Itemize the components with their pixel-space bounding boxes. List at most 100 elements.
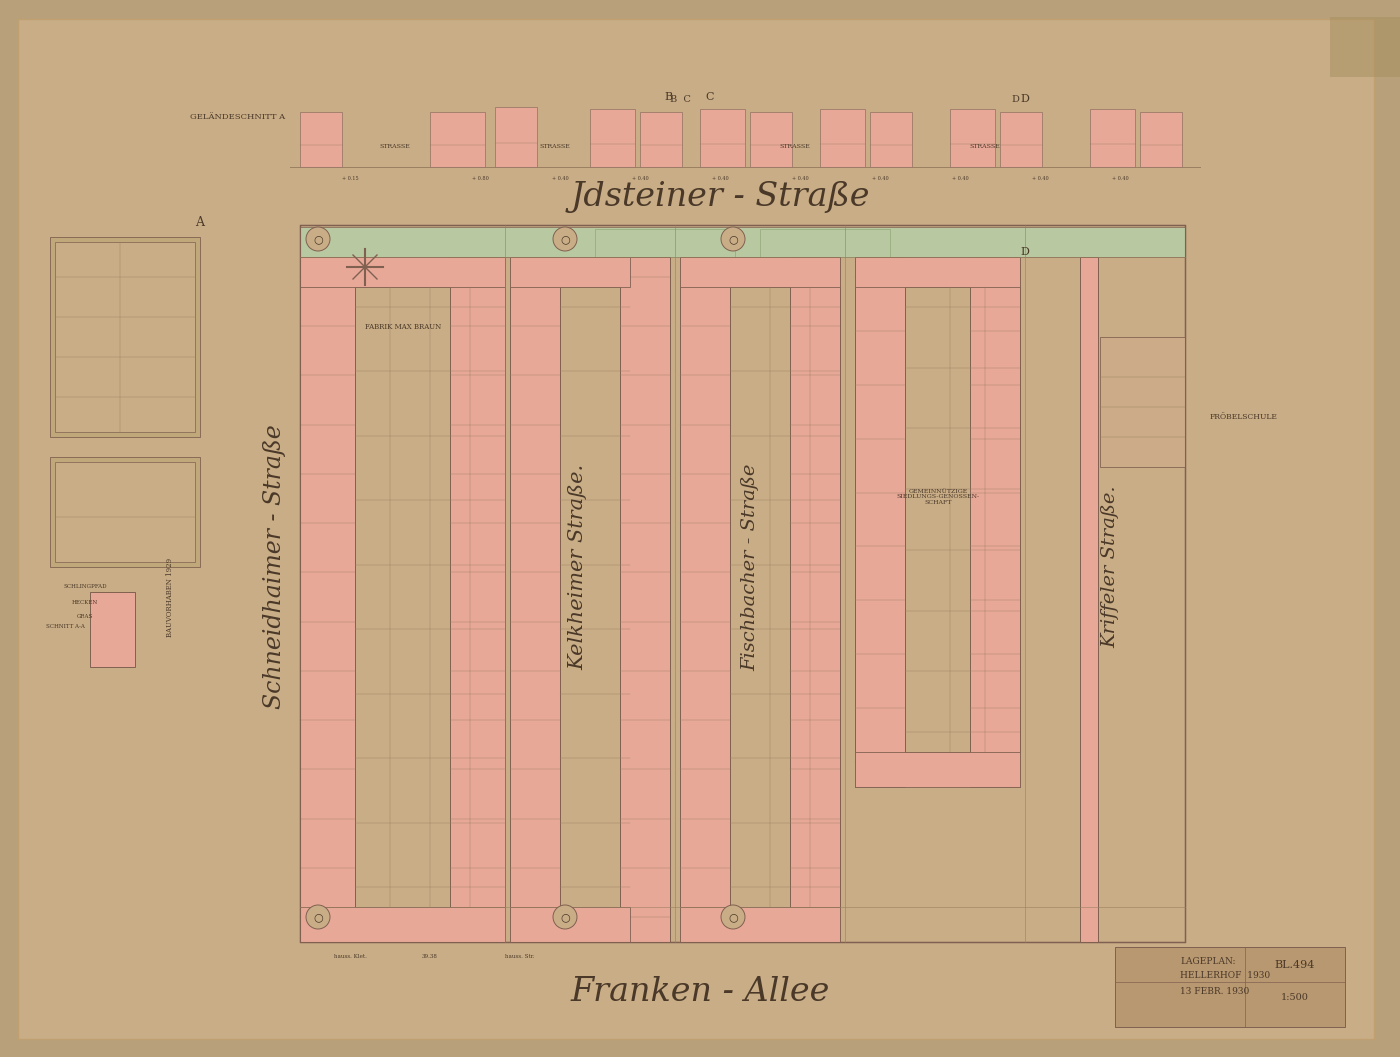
Bar bbox=[620, 257, 671, 942]
Bar bbox=[300, 112, 342, 167]
Bar bbox=[510, 257, 630, 288]
Text: + 0.40: + 0.40 bbox=[952, 177, 969, 182]
Text: ○: ○ bbox=[314, 912, 323, 922]
Bar bbox=[510, 907, 630, 942]
Bar bbox=[790, 257, 840, 942]
Bar bbox=[595, 229, 735, 257]
Bar bbox=[300, 257, 356, 942]
Text: D: D bbox=[1011, 94, 1019, 104]
Text: HELLERHOF  1930: HELLERHOF 1930 bbox=[1180, 970, 1270, 980]
Text: ○: ○ bbox=[314, 234, 323, 244]
Bar bbox=[1079, 257, 1098, 942]
Bar bbox=[356, 288, 505, 907]
Text: 13 FEBR. 1930: 13 FEBR. 1930 bbox=[1180, 987, 1249, 997]
Text: A: A bbox=[196, 216, 204, 228]
Text: D: D bbox=[1021, 94, 1029, 104]
Bar bbox=[855, 257, 904, 787]
Bar bbox=[300, 257, 505, 288]
Text: + 0.40: + 0.40 bbox=[872, 177, 889, 182]
Bar bbox=[55, 462, 195, 562]
Text: Fischbacher - Straße: Fischbacher - Straße bbox=[741, 463, 759, 671]
Bar bbox=[300, 225, 1184, 942]
Circle shape bbox=[721, 905, 745, 929]
Text: ○: ○ bbox=[728, 912, 738, 922]
Bar bbox=[300, 907, 505, 942]
Text: hauss. Klet.: hauss. Klet. bbox=[333, 954, 367, 960]
Bar bbox=[449, 257, 505, 942]
Bar bbox=[680, 257, 729, 942]
Text: 39.38: 39.38 bbox=[421, 954, 438, 960]
Bar bbox=[869, 112, 911, 167]
Circle shape bbox=[307, 905, 330, 929]
Bar bbox=[750, 112, 792, 167]
Text: GELÄNDESCHNITT A: GELÄNDESCHNITT A bbox=[190, 113, 286, 120]
Text: B: B bbox=[664, 92, 672, 101]
Text: Schneidhaimer - Straße: Schneidhaimer - Straße bbox=[263, 425, 287, 709]
Bar bbox=[1114, 947, 1345, 1027]
Text: Franken - Allee: Franken - Allee bbox=[570, 976, 830, 1008]
Bar bbox=[1100, 337, 1184, 467]
Bar bbox=[680, 907, 840, 942]
Bar bbox=[820, 109, 865, 167]
Bar bbox=[1000, 112, 1042, 167]
Bar bbox=[50, 237, 200, 437]
Bar bbox=[496, 107, 538, 167]
Bar bbox=[1330, 17, 1400, 77]
Bar bbox=[700, 109, 745, 167]
Text: Kriffeler Straße.: Kriffeler Straße. bbox=[1100, 485, 1119, 648]
Circle shape bbox=[307, 227, 330, 251]
Text: FRÖBELSCHULE: FRÖBELSCHULE bbox=[1210, 413, 1278, 421]
Text: + 0.40: + 0.40 bbox=[552, 177, 568, 182]
Text: STRASSE: STRASSE bbox=[780, 145, 811, 149]
Text: ○: ○ bbox=[728, 234, 738, 244]
Bar bbox=[1100, 337, 1184, 467]
Bar bbox=[951, 109, 995, 167]
Bar bbox=[855, 257, 1021, 288]
Bar bbox=[560, 288, 630, 907]
Text: 1:500: 1:500 bbox=[1281, 993, 1309, 1001]
Circle shape bbox=[553, 905, 577, 929]
Text: FABRIK MAX BRAUN: FABRIK MAX BRAUN bbox=[365, 323, 441, 331]
Bar bbox=[680, 257, 840, 288]
Text: hauss. Str.: hauss. Str. bbox=[505, 954, 535, 960]
Text: BL.494: BL.494 bbox=[1275, 960, 1315, 970]
Text: STRASSE: STRASSE bbox=[970, 145, 1001, 149]
Text: + 0.40: + 0.40 bbox=[631, 177, 648, 182]
Text: SCHNITT A-A: SCHNITT A-A bbox=[46, 625, 84, 630]
Bar bbox=[970, 257, 1021, 787]
Bar bbox=[589, 109, 636, 167]
Text: BAUVORHABEN 1929: BAUVORHABEN 1929 bbox=[167, 557, 174, 636]
Text: STRASSE: STRASSE bbox=[539, 145, 570, 149]
Text: HECKEN: HECKEN bbox=[71, 599, 98, 605]
Bar bbox=[50, 457, 200, 567]
Bar bbox=[640, 112, 682, 167]
Text: B  C: B C bbox=[669, 94, 690, 104]
Text: LAGEPLAN:: LAGEPLAN: bbox=[1180, 958, 1235, 966]
Text: C: C bbox=[706, 92, 714, 101]
Bar bbox=[300, 227, 1184, 257]
Bar bbox=[729, 288, 840, 907]
Text: + 0.40: + 0.40 bbox=[1032, 177, 1049, 182]
Text: STRASSE: STRASSE bbox=[379, 145, 410, 149]
Text: SCHLINGPFAD: SCHLINGPFAD bbox=[63, 585, 106, 590]
Text: GEMEINNÜTZIGE
SIEDLUNGS-GENOSSEN-
SCHAFT: GEMEINNÜTZIGE SIEDLUNGS-GENOSSEN- SCHAFT bbox=[896, 488, 980, 505]
Bar bbox=[430, 112, 484, 167]
Circle shape bbox=[721, 227, 745, 251]
Bar bbox=[760, 229, 890, 257]
Bar bbox=[1140, 112, 1182, 167]
Bar bbox=[855, 752, 1021, 787]
Text: Kelkheimer Straße.: Kelkheimer Straße. bbox=[568, 464, 588, 670]
Text: + 0.40: + 0.40 bbox=[1112, 177, 1128, 182]
Text: ○: ○ bbox=[560, 234, 570, 244]
Bar bbox=[55, 242, 195, 432]
Text: ○: ○ bbox=[560, 912, 570, 922]
Circle shape bbox=[553, 227, 577, 251]
Bar bbox=[1091, 109, 1135, 167]
Text: + 0.80: + 0.80 bbox=[472, 177, 489, 182]
Bar bbox=[90, 592, 134, 667]
Bar bbox=[510, 257, 560, 942]
Text: D: D bbox=[1021, 247, 1029, 257]
Text: + 0.15: + 0.15 bbox=[342, 177, 358, 182]
Bar bbox=[904, 288, 1021, 752]
Text: + 0.40: + 0.40 bbox=[711, 177, 728, 182]
